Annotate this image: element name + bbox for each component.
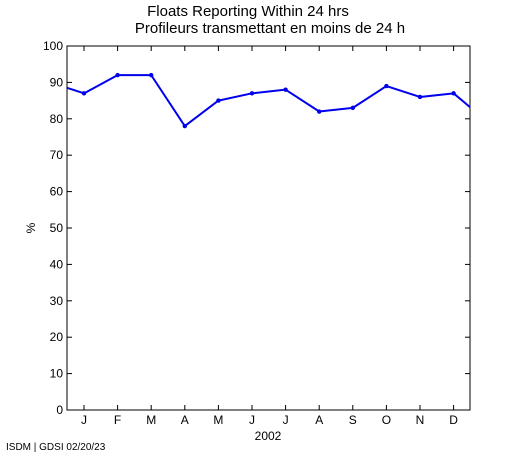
data-point (350, 105, 355, 111)
footer-credit: ISDM | GDSI 02/20/23 (6, 442, 106, 453)
y-tick-label: 40 (50, 257, 64, 271)
plot-frame (66, 45, 471, 411)
y-tick-label: 90 (50, 75, 64, 89)
x-tick-label: J (249, 413, 255, 427)
data-point (317, 109, 322, 114)
x-tick-label: M (213, 413, 223, 427)
x-tick-label: F (114, 413, 121, 427)
x-tick-label: N (416, 413, 425, 427)
y-tick-label: 0 (56, 403, 63, 417)
x-tick-label: S (349, 413, 357, 427)
data-point (149, 72, 154, 78)
x-tick-label: O (382, 413, 391, 427)
data-point (216, 98, 221, 103)
x-tick-label: J (81, 413, 87, 427)
x-tick-label: J (283, 413, 289, 427)
y-tick-label: 100 (43, 39, 63, 53)
y-axis-label: % (24, 222, 38, 233)
chart-title: Floats Reporting Within 24 hrs (147, 3, 349, 20)
y-tick-label: 60 (50, 185, 64, 199)
series-line (66, 74, 471, 128)
data-point (384, 83, 389, 89)
x-tick-label: A (315, 413, 323, 427)
x-tick-label: A (181, 413, 189, 427)
data-point (81, 91, 87, 96)
y-tick-label: 50 (50, 221, 64, 235)
data-point (249, 91, 255, 96)
plot-area: 0 10 20 30 40 50 60 70 80 90 100 J F M A M J J A S O N D (43, 39, 471, 427)
y-tick-label: 20 (50, 330, 64, 344)
y-tick-label: 30 (50, 294, 64, 308)
x-tick-label: M (146, 413, 156, 427)
data-point (417, 94, 423, 100)
data-point (182, 123, 187, 129)
data-point (283, 87, 288, 92)
y-tick-label: 70 (50, 148, 64, 162)
data-point (451, 91, 456, 96)
data-point (115, 72, 120, 78)
y-tick-label: 10 (50, 367, 64, 381)
chart-subtitle: Profileurs transmettant en moins de 24 h (135, 20, 405, 37)
x-tick-label: D (449, 413, 458, 427)
x-axis-label: 2002 (255, 429, 282, 443)
y-tick-label: 80 (50, 112, 64, 126)
